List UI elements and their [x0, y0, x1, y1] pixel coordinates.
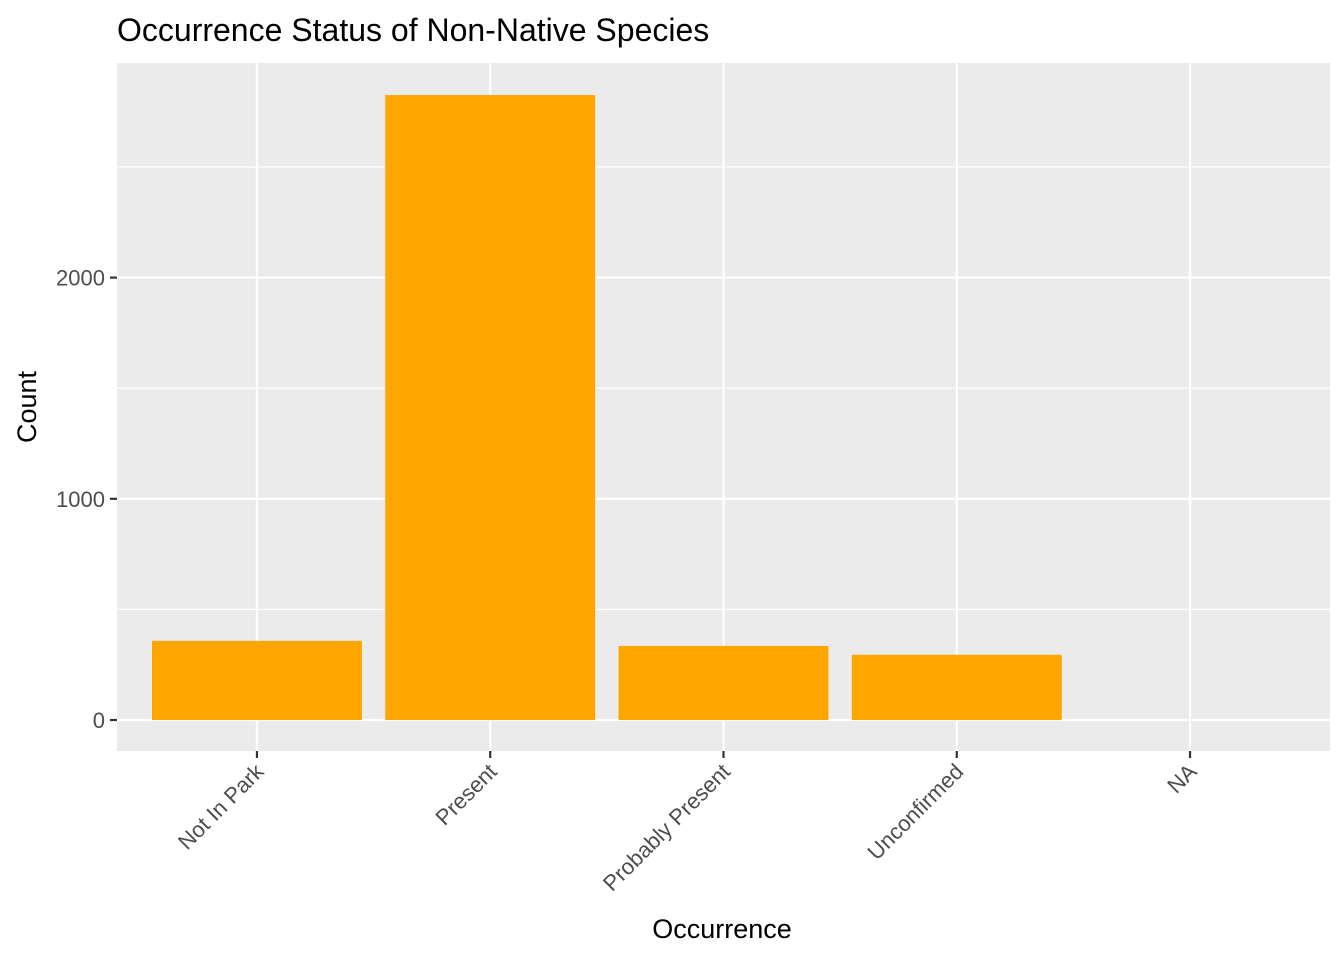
y-axis-title: Count	[12, 370, 42, 443]
x-tick-label: Not In Park	[173, 758, 269, 854]
x-tick-label: Present	[430, 759, 501, 830]
y-tick-label: 2000	[56, 266, 105, 291]
bar	[151, 640, 362, 721]
x-tick-label: Probably Present	[598, 759, 735, 896]
y-tick-label: 1000	[56, 487, 105, 512]
bar	[385, 95, 596, 721]
y-tick-label: 0	[93, 708, 105, 733]
x-tick-label: NA	[1162, 759, 1202, 799]
bars	[151, 95, 1062, 721]
x-axis: Not In Park Present Probably Present Unconf…	[173, 751, 1202, 896]
x-axis-title: Occurrence	[652, 914, 792, 944]
bar	[851, 654, 1062, 721]
y-axis: 0 1000 2000	[56, 266, 117, 733]
chart-title: Occurrence Status of Non-Native Species	[117, 12, 709, 48]
bar	[618, 645, 829, 721]
x-tick-label: Unconfirmed	[862, 759, 968, 865]
